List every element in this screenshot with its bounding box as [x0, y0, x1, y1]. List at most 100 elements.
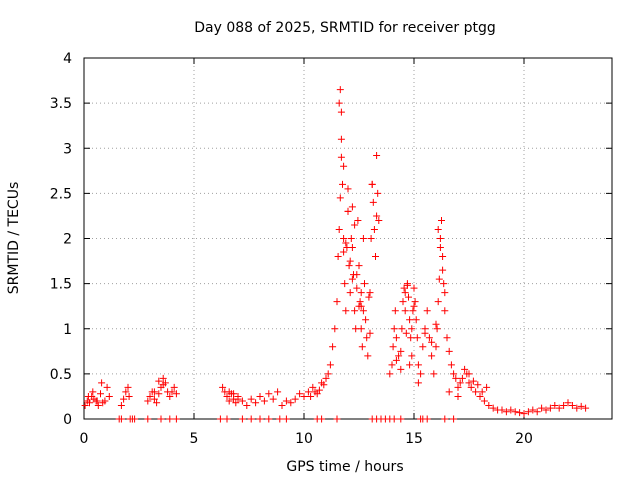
- data-point: [260, 397, 268, 405]
- data-point: [533, 408, 541, 416]
- data-point: [432, 320, 440, 328]
- data-point: [392, 334, 400, 342]
- data-point: [465, 379, 473, 387]
- data-point: [155, 390, 163, 398]
- data-point: [450, 370, 458, 378]
- data-point: [336, 194, 344, 202]
- data-point: [410, 302, 418, 310]
- data-point: [413, 334, 421, 342]
- data-point: [223, 392, 231, 400]
- data-point: [326, 361, 334, 369]
- baseline-point: [256, 415, 264, 423]
- data-point: [339, 180, 346, 188]
- baseline-point: [318, 415, 326, 423]
- data-point: [582, 404, 590, 412]
- baseline-point: [166, 415, 174, 423]
- data-point: [469, 377, 477, 385]
- data-point: [406, 316, 414, 324]
- data-point: [409, 307, 417, 315]
- baseline-point: [216, 415, 224, 423]
- data-point: [117, 401, 125, 409]
- data-point: [324, 370, 332, 378]
- data-point: [230, 390, 238, 398]
- data-point: [144, 397, 152, 405]
- data-point: [507, 406, 515, 414]
- baseline-point: [450, 415, 458, 423]
- data-point: [456, 379, 464, 387]
- data-point: [452, 374, 460, 382]
- data-point: [445, 347, 453, 355]
- data-point: [390, 325, 398, 333]
- data-point: [346, 257, 354, 265]
- data-point: [439, 266, 447, 274]
- data-point: [432, 343, 440, 351]
- data-point: [155, 377, 163, 385]
- data-point: [344, 207, 352, 215]
- data-point: [392, 356, 400, 364]
- data-point: [435, 275, 443, 283]
- data-point: [340, 162, 348, 170]
- data-point: [440, 280, 448, 288]
- data-point: [125, 392, 133, 400]
- data-point: [441, 289, 449, 297]
- data-point: [291, 395, 299, 403]
- data-point: [411, 298, 419, 306]
- data-point: [357, 302, 365, 310]
- data-point: [296, 390, 304, 398]
- data-point: [485, 401, 493, 409]
- data-point: [480, 397, 488, 405]
- baseline-point: [282, 415, 290, 423]
- y-tick-label: 2: [63, 232, 72, 248]
- data-point: [89, 388, 97, 396]
- data-point: [347, 235, 355, 242]
- data-point: [243, 401, 251, 409]
- data-point: [356, 298, 364, 306]
- data-point: [265, 390, 273, 398]
- data-point: [300, 392, 308, 400]
- baseline-point: [397, 415, 405, 423]
- baseline-point: [247, 415, 255, 423]
- data-point: [337, 135, 345, 143]
- data-point: [84, 392, 92, 400]
- data-point: [373, 212, 381, 220]
- data-point: [458, 374, 466, 382]
- y-tick-labels: 0 0.5 1 1.5 2 2.5 3 3.5 4: [50, 51, 72, 428]
- data-point: [320, 381, 328, 389]
- data-point: [417, 370, 425, 378]
- data-point: [439, 253, 447, 261]
- data-point: [287, 399, 295, 407]
- data-point: [353, 271, 361, 279]
- data-point: [307, 392, 315, 400]
- data-point: [573, 404, 581, 412]
- data-point: [577, 402, 585, 410]
- data-point: [225, 388, 233, 396]
- y-tick-label: 0.5: [50, 367, 72, 383]
- data-point: [168, 388, 176, 396]
- data-point: [568, 401, 576, 409]
- data-point: [412, 316, 420, 324]
- data-point: [367, 235, 375, 242]
- baseline-point: [172, 415, 180, 423]
- x-tick-label: 20: [515, 431, 533, 447]
- data-point: [397, 365, 405, 373]
- data-point: [374, 189, 382, 197]
- data-point: [529, 406, 537, 414]
- data-point: [348, 275, 356, 283]
- data-point: [498, 406, 506, 414]
- data-point: [170, 383, 178, 391]
- data-point: [398, 325, 406, 333]
- data-point: [401, 289, 409, 297]
- baseline-point: [117, 415, 125, 423]
- data-point: [391, 307, 399, 315]
- x-tick-label: 15: [405, 431, 423, 447]
- y-tick-label: 0: [63, 412, 72, 428]
- baseline-point: [390, 415, 398, 423]
- data-point: [406, 361, 414, 369]
- data-point: [159, 374, 167, 382]
- data-point: [304, 388, 312, 396]
- data-point: [105, 392, 113, 400]
- data-point: [428, 352, 436, 360]
- x-tick-label: 5: [190, 431, 199, 447]
- data-point: [551, 401, 559, 409]
